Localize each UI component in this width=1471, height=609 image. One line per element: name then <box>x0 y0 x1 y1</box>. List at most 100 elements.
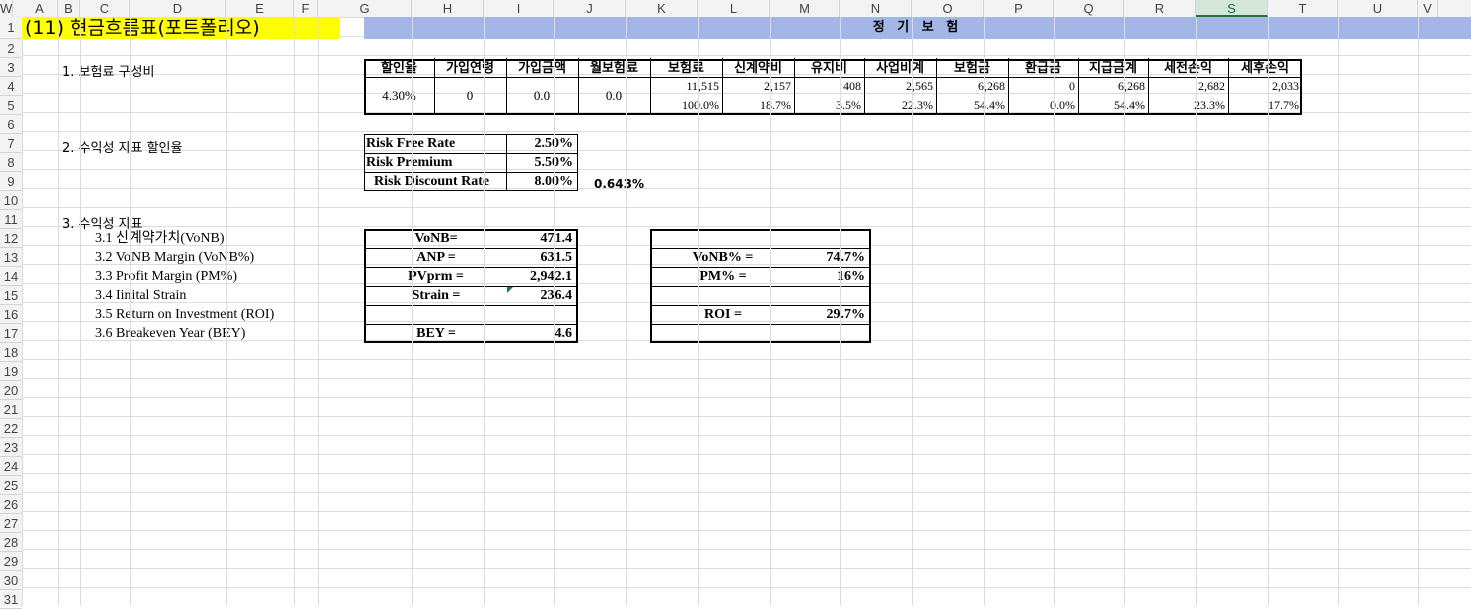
section-discount-label[interactable]: 2. 수익성 지표 할인율 <box>62 141 183 156</box>
indicator-box-value[interactable]: 631.5 <box>540 250 573 265</box>
indicator-box-label[interactable]: VoNB= <box>414 231 458 246</box>
row-header-28[interactable]: 28 <box>0 533 22 552</box>
row-header-3[interactable]: 3 <box>0 58 22 77</box>
indicator-box-value[interactable] <box>794 324 869 343</box>
row-header-18[interactable]: 18 <box>0 343 22 362</box>
indicator-label[interactable]: 3.1 신계약가치(VoNB) <box>95 231 225 246</box>
column-header-q[interactable]: Q <box>1054 0 1124 17</box>
column-header-l[interactable]: L <box>698 0 770 17</box>
indicator-box-label[interactable] <box>366 305 506 324</box>
row-header-30[interactable]: 30 <box>0 571 22 590</box>
row-header-8[interactable]: 8 <box>0 153 22 172</box>
column-header-i[interactable]: I <box>484 0 554 17</box>
row-header-19[interactable]: 19 <box>0 362 22 381</box>
row-header-7[interactable]: 7 <box>0 134 22 153</box>
indicator-box-label[interactable] <box>652 286 794 305</box>
premium-header-cell[interactable]: 세후손익 <box>1241 61 1289 76</box>
indicator-box-label[interactable]: VoNB% = <box>692 250 754 265</box>
premium-header-cell[interactable]: 환급금 <box>1025 61 1061 76</box>
section-band-title[interactable]: 정 기 보 험 <box>364 17 1471 39</box>
row-header-24[interactable]: 24 <box>0 457 22 476</box>
sheet-title[interactable]: (11) 현금흐름표(포트폴리오) <box>22 17 340 39</box>
indicator-box-value[interactable]: 236.4 <box>540 288 573 303</box>
premium-header-cell[interactable]: 보험료 <box>668 61 704 76</box>
indicator-box-label[interactable]: ROI = <box>704 307 742 322</box>
row-header-17[interactable]: 17 <box>0 324 22 343</box>
indicator-box-label[interactable]: ANP = <box>416 250 456 265</box>
premium-header-cell[interactable]: 세전손익 <box>1164 61 1212 76</box>
row-header-23[interactable]: 23 <box>0 438 22 457</box>
row-header-21[interactable]: 21 <box>0 400 22 419</box>
premium-ratio-cell[interactable]: 0.0% <box>1050 98 1075 112</box>
premium-header-cell[interactable]: 할인율 <box>381 61 417 76</box>
premium-header-cell[interactable]: 가입연령 <box>446 61 494 76</box>
premium-amount-cell[interactable]: 6,268 <box>978 79 1005 93</box>
premium-amount-cell[interactable]: 2,157 <box>764 79 791 93</box>
indicator-box-value[interactable] <box>506 305 576 324</box>
row-header-26[interactable]: 26 <box>0 495 22 514</box>
premium-header-cell[interactable]: 신계약비 <box>734 61 782 76</box>
row-header-2[interactable]: 2 <box>0 39 22 58</box>
column-header-d[interactable]: D <box>130 0 226 17</box>
column-header-c[interactable]: C <box>80 0 130 17</box>
premium-header-cell[interactable]: 사업비계 <box>876 61 924 76</box>
column-header-j[interactable]: J <box>554 0 626 17</box>
indicator-box-value[interactable]: 4.6 <box>554 326 573 341</box>
column-header-o[interactable]: O <box>912 0 984 17</box>
indicator-label[interactable]: 3.2 VoNB Margin (VoNB%) <box>95 250 255 265</box>
row-header-10[interactable]: 10 <box>0 191 22 210</box>
premium-fixed-cell[interactable]: 0 <box>466 88 474 103</box>
premium-header-cell[interactable]: 월보험료 <box>590 61 638 76</box>
row-header-31[interactable]: 31 <box>0 590 22 609</box>
premium-fixed-cell[interactable]: 4.30% <box>382 88 416 103</box>
discount-rate-label[interactable]: Risk Premium <box>366 155 453 170</box>
column-header-b[interactable]: B <box>58 0 80 17</box>
premium-ratio-cell[interactable]: 22.3% <box>902 98 933 112</box>
column-header-p[interactable]: P <box>984 0 1054 17</box>
column-header-u[interactable]: U <box>1338 0 1418 17</box>
indicator-box-value[interactable] <box>794 286 869 305</box>
discount-rate-value[interactable]: 2.50% <box>506 134 577 153</box>
premium-ratio-cell[interactable]: 54.4% <box>974 98 1005 112</box>
column-header-h[interactable]: H <box>412 0 484 17</box>
premium-amount-cell[interactable]: 6,268 <box>1118 79 1145 93</box>
row-header-25[interactable]: 25 <box>0 476 22 495</box>
premium-amount-cell[interactable]: 2,682 <box>1198 79 1225 93</box>
premium-ratio-cell[interactable]: 23.3% <box>1194 98 1225 112</box>
column-header-s[interactable]: S <box>1196 0 1268 17</box>
discount-rate-label[interactable]: Risk Free Rate <box>366 136 456 151</box>
premium-fixed-cell[interactable]: 0.0 <box>533 88 551 103</box>
premium-ratio-cell[interactable]: 18.7% <box>760 98 791 112</box>
row-header-15[interactable]: 15 <box>0 286 22 305</box>
premium-amount-cell[interactable]: 408 <box>843 79 861 93</box>
indicator-label[interactable]: 3.6 Breakeven Year (BEY) <box>95 326 246 341</box>
indicator-label[interactable]: 3.4 Iinital Strain <box>95 288 187 303</box>
row-header-6[interactable]: 6 <box>0 115 22 134</box>
premium-ratio-cell[interactable]: 3.5% <box>836 98 861 112</box>
premium-header-cell[interactable]: 가입금액 <box>518 61 566 76</box>
row-header-11[interactable]: 11 <box>0 210 22 229</box>
row-header-5[interactable]: 5 <box>0 96 22 115</box>
spreadsheet-grid[interactable] <box>22 17 1471 606</box>
column-header-w[interactable]: W <box>0 0 14 17</box>
premium-ratio-cell[interactable]: 54.4% <box>1114 98 1145 112</box>
monthly-discount-rate[interactable]: 0.643% <box>594 177 644 191</box>
section-premium-label[interactable]: 1. 보험료 구성비 <box>62 65 155 80</box>
premium-header-cell[interactable]: 지급금계 <box>1089 61 1137 76</box>
column-header-k[interactable]: K <box>626 0 698 17</box>
premium-amount-cell[interactable]: 11,515 <box>686 79 719 93</box>
indicator-box-value[interactable]: 16% <box>837 269 865 284</box>
column-header-v[interactable]: V <box>1418 0 1438 17</box>
indicator-box-value[interactable]: 74.7% <box>826 250 866 265</box>
column-header-a[interactable]: A <box>22 0 58 17</box>
section-indicators-label[interactable]: 3. 수익성 지표 <box>62 217 143 232</box>
indicator-label[interactable]: 3.3 Profit Margin (PM%) <box>95 269 238 284</box>
row-header-9[interactable]: 9 <box>0 172 22 191</box>
indicator-box-label[interactable]: Strain = <box>411 288 461 303</box>
column-header-g[interactable]: G <box>318 0 412 17</box>
discount-rate-value[interactable]: 5.50% <box>506 153 577 172</box>
indicator-box-label[interactable] <box>652 324 794 343</box>
column-header-f[interactable]: F <box>294 0 318 17</box>
row-header-12[interactable]: 12 <box>0 229 22 248</box>
indicator-box-label[interactable]: BEY = <box>416 326 456 341</box>
